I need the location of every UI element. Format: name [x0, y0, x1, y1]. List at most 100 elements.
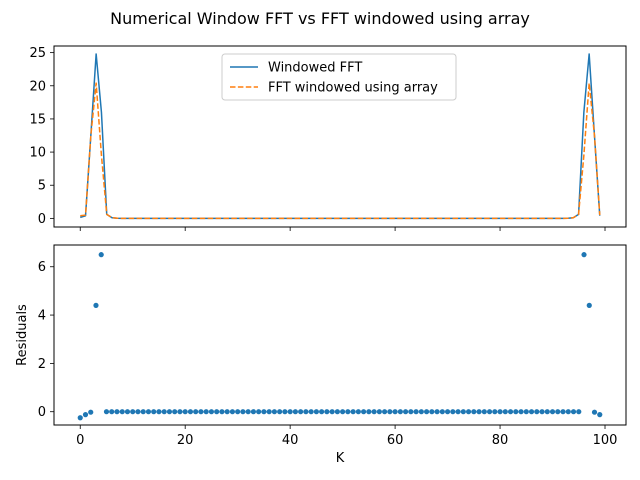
scatter-point [450, 409, 456, 415]
scatter-point [455, 409, 461, 415]
x-axis-label: K [336, 451, 345, 466]
scatter-point [156, 409, 162, 415]
scatter-point [471, 409, 477, 415]
y-tick-label: 4 [38, 309, 46, 324]
scatter-point [93, 302, 99, 308]
scatter-point [403, 409, 409, 415]
scatter-point [161, 409, 167, 415]
scatter-point [376, 409, 382, 415]
scatter-point [130, 409, 136, 415]
scatter-point [591, 409, 598, 415]
x-tick-label: 20 [177, 433, 194, 448]
scatter-point [256, 409, 262, 415]
scatter-point [208, 409, 215, 415]
scatter-point [518, 409, 524, 415]
scatter-point [397, 409, 403, 415]
scatter-point [313, 409, 319, 415]
scatter-point [345, 409, 351, 415]
scatter-point [418, 409, 424, 415]
scatter-point [140, 409, 146, 415]
scatter-point [334, 409, 340, 415]
legend: Windowed FFT FFT windowed using array [221, 53, 457, 101]
scatter-point [214, 409, 220, 415]
scatter-point [124, 409, 131, 415]
x-tick-label: 0 [76, 433, 84, 448]
scatter-point [586, 302, 592, 308]
scatter-point [382, 409, 388, 415]
scatter-point [392, 409, 398, 415]
scatter-point [77, 415, 83, 421]
scatter-point [261, 409, 267, 415]
scatter-point [298, 409, 304, 415]
x-tick-label: 100 [593, 433, 618, 448]
top-plot-lines [80, 53, 601, 220]
scatter-point [361, 409, 367, 415]
y-tick-label: 0 [38, 405, 46, 420]
scatter-point [555, 409, 561, 415]
scatter-point [250, 409, 257, 415]
scatter-point [203, 409, 209, 415]
x-tick-label: 80 [492, 433, 509, 448]
x-tick-label: 60 [387, 433, 404, 448]
scatter-point [560, 409, 566, 415]
scatter-point [513, 409, 519, 415]
scatter-point [413, 409, 419, 415]
scatter-point [549, 409, 556, 415]
scatter-point [308, 409, 314, 415]
scatter-point [423, 409, 430, 415]
y-tick-label: 10 [29, 146, 46, 161]
scatter-point [219, 409, 225, 415]
scatter-point [151, 409, 157, 415]
scatter-point [539, 409, 545, 415]
scatter-point [292, 409, 298, 415]
y-tick-label: 15 [29, 112, 46, 127]
figure-title: Numerical Window FFT vs FFT windowed usi… [110, 9, 530, 28]
scatter-point [135, 409, 141, 415]
scatter-point [114, 409, 120, 415]
scatter-point [528, 409, 535, 415]
scatter-point [408, 409, 414, 415]
legend-label-fft-windowed-using-array: FFT windowed using array [268, 81, 438, 96]
scatter-point [172, 409, 178, 415]
scatter-point [366, 409, 372, 415]
scatter-point [229, 409, 236, 415]
scatter-point [287, 409, 293, 415]
legend-label-windowed-fft: Windowed FFT [268, 61, 362, 76]
scatter-point [534, 409, 540, 415]
scatter-point [166, 409, 173, 415]
scatter-point [282, 409, 288, 415]
scatter-point [177, 409, 183, 415]
scatter-point [507, 409, 514, 415]
scatter-point [88, 409, 94, 415]
scatter-point [570, 409, 577, 415]
scatter-point [481, 409, 487, 415]
scatter-point [576, 409, 582, 415]
scatter-point [303, 409, 309, 415]
scatter-point [82, 412, 89, 418]
scatter-point [444, 409, 451, 415]
y-tick-label: 25 [29, 46, 46, 61]
y-tick-label: 6 [38, 260, 46, 275]
scatter-point [245, 409, 251, 415]
scatter-point [350, 409, 356, 415]
scatter-point [224, 409, 230, 415]
scatter-point [544, 409, 550, 415]
scatter-point [145, 409, 152, 415]
x-tick-label: 40 [282, 433, 299, 448]
scatter-point [565, 409, 571, 415]
scatter-point [277, 409, 283, 415]
scatter-point [460, 409, 466, 415]
series-line-fft-windowed-using-array [80, 82, 601, 220]
legend-box [221, 53, 457, 101]
top-axes: 0 5 10 15 20 25 Windowed FFT FFT windowed usi… [29, 45, 627, 231]
scatter-point [187, 409, 194, 415]
y-tick-label: 20 [29, 79, 46, 94]
y-tick-label: 5 [38, 179, 46, 194]
scatter-point [523, 409, 529, 415]
scatter-point [182, 409, 188, 415]
scatter-point [355, 409, 361, 415]
y-tick-label: 0 [38, 212, 46, 227]
scatter-point [319, 409, 325, 415]
scatter-point [486, 409, 493, 415]
